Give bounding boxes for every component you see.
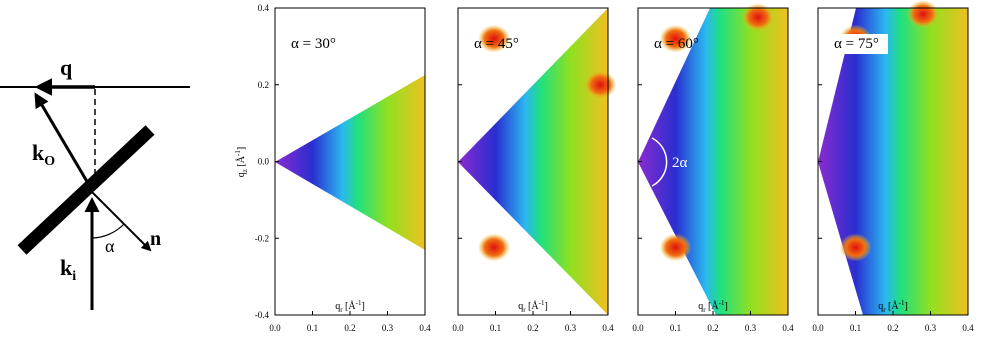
n-label: n xyxy=(150,228,161,250)
x-tick-label: 0.4 xyxy=(962,323,974,333)
label-background xyxy=(830,34,888,54)
x-tick-label: 0.4 xyxy=(419,323,431,333)
label-unit: [Å xyxy=(235,155,247,169)
label-sub: r xyxy=(703,306,706,314)
x-tick-label: 0.3 xyxy=(565,323,577,333)
intensity-map xyxy=(818,8,968,315)
panel-label: α = 75° xyxy=(834,36,879,52)
hot-spot xyxy=(742,3,774,32)
y-tick-label: 0.0 xyxy=(258,157,270,167)
axis-label: qr [Å-1] xyxy=(878,299,908,314)
x-tick-label: 0.3 xyxy=(925,323,937,333)
x-tick-label: 0.0 xyxy=(812,323,824,333)
label-main: q xyxy=(698,301,703,312)
x-tick-label: 0.0 xyxy=(632,323,644,333)
angle-annotation: 2α xyxy=(672,155,688,171)
label-unit: [Å xyxy=(886,300,900,312)
x-tick-label: 0.4 xyxy=(602,323,614,333)
axis-label: qz [Å-1] xyxy=(234,147,249,177)
label-sup: -1 xyxy=(356,299,362,307)
alpha-label: α xyxy=(105,236,115,256)
x-tick-label: 0.1 xyxy=(670,323,681,333)
label-main: q xyxy=(518,301,523,312)
label-sub: r xyxy=(523,306,526,314)
x-tick-label: 0.1 xyxy=(850,323,861,333)
scattering-diagram: q kO ki n α xyxy=(0,55,190,310)
label-sub: r xyxy=(340,306,343,314)
label-close: ] xyxy=(724,301,727,312)
label-close: ] xyxy=(544,301,547,312)
x-tick-label: 0.3 xyxy=(382,323,394,333)
x-tick-label: 0.3 xyxy=(745,323,757,333)
ko-main: k xyxy=(32,140,45,165)
label-close: ] xyxy=(236,147,247,150)
label-close: ] xyxy=(904,301,907,312)
label-close: ] xyxy=(361,301,364,312)
intensity-map xyxy=(275,75,425,250)
label-main: q xyxy=(236,172,247,177)
x-tick-label: 0.1 xyxy=(490,323,501,333)
intensity-map xyxy=(458,8,608,315)
q-label: q xyxy=(60,55,73,80)
x-tick-label: 0.2 xyxy=(887,323,898,333)
hot-spot xyxy=(907,0,939,29)
y-tick-label: 0.4 xyxy=(258,3,270,13)
hot-spot xyxy=(659,24,692,53)
label-sup: -1 xyxy=(539,299,545,307)
intensity-map xyxy=(638,8,788,315)
label-sub: z xyxy=(241,169,249,172)
label-sup: -1 xyxy=(719,299,725,307)
label-main: q xyxy=(335,301,340,312)
x-tick-label: 0.0 xyxy=(452,323,464,333)
label-main: q xyxy=(878,301,883,312)
angle-arc xyxy=(651,137,668,187)
map-panel: α = 60° 2α 0.0 0.1 0.2 0.3 0.4 qr [Å-1] xyxy=(632,3,794,333)
label-unit: [Å xyxy=(706,300,720,312)
ko-label: kO xyxy=(32,140,55,169)
panel-label: α = 60° xyxy=(654,36,699,52)
y-tick-label: -0.2 xyxy=(255,233,269,243)
map-panel: α = 30° 0.0 0.1 0.2 0.3 0.4 0.4 0.2 0.0 -0.2 -0.4 q… xyxy=(255,3,431,333)
panel-label: α = 30° xyxy=(291,36,336,52)
label-sup: -1 xyxy=(234,150,242,156)
ki-main: k xyxy=(60,255,73,280)
label-unit: [Å xyxy=(526,300,540,312)
hot-spot xyxy=(478,24,510,53)
y-tick-label: -0.4 xyxy=(255,310,270,320)
x-tick-label: 0.2 xyxy=(527,323,538,333)
hot-spot xyxy=(478,233,510,262)
x-tick-label: 0.2 xyxy=(344,323,355,333)
y-tick-label: 0.2 xyxy=(258,80,269,90)
axis-label: qr [Å-1] xyxy=(698,299,728,314)
axis-label: qr [Å-1] xyxy=(518,299,548,314)
map-panel: α = 45° 0.0 0.1 0.2 0.3 0.4 qr [Å-1] xyxy=(452,7,617,333)
ki-sub: i xyxy=(72,269,76,284)
label-unit: [Å xyxy=(343,300,357,312)
x-tick-label: 0.0 xyxy=(269,323,281,333)
panel-label: α = 45° xyxy=(474,36,519,52)
hot-spot xyxy=(584,70,617,99)
x-tick-label: 0.1 xyxy=(307,323,318,333)
axis-label: qr [Å-1] xyxy=(335,299,365,314)
label-sub: r xyxy=(883,306,886,314)
hot-spot xyxy=(839,233,872,262)
x-tick-label: 0.2 xyxy=(707,323,718,333)
ki-label: ki xyxy=(60,255,76,284)
ko-sub: O xyxy=(44,154,55,169)
map-panel: α = 75° 0.0 0.1 0.2 0.3 0.4 qr [Å-1] xyxy=(812,0,974,333)
x-tick-label: 0.4 xyxy=(782,323,794,333)
label-sup: -1 xyxy=(899,299,905,307)
hot-spot xyxy=(659,233,692,262)
